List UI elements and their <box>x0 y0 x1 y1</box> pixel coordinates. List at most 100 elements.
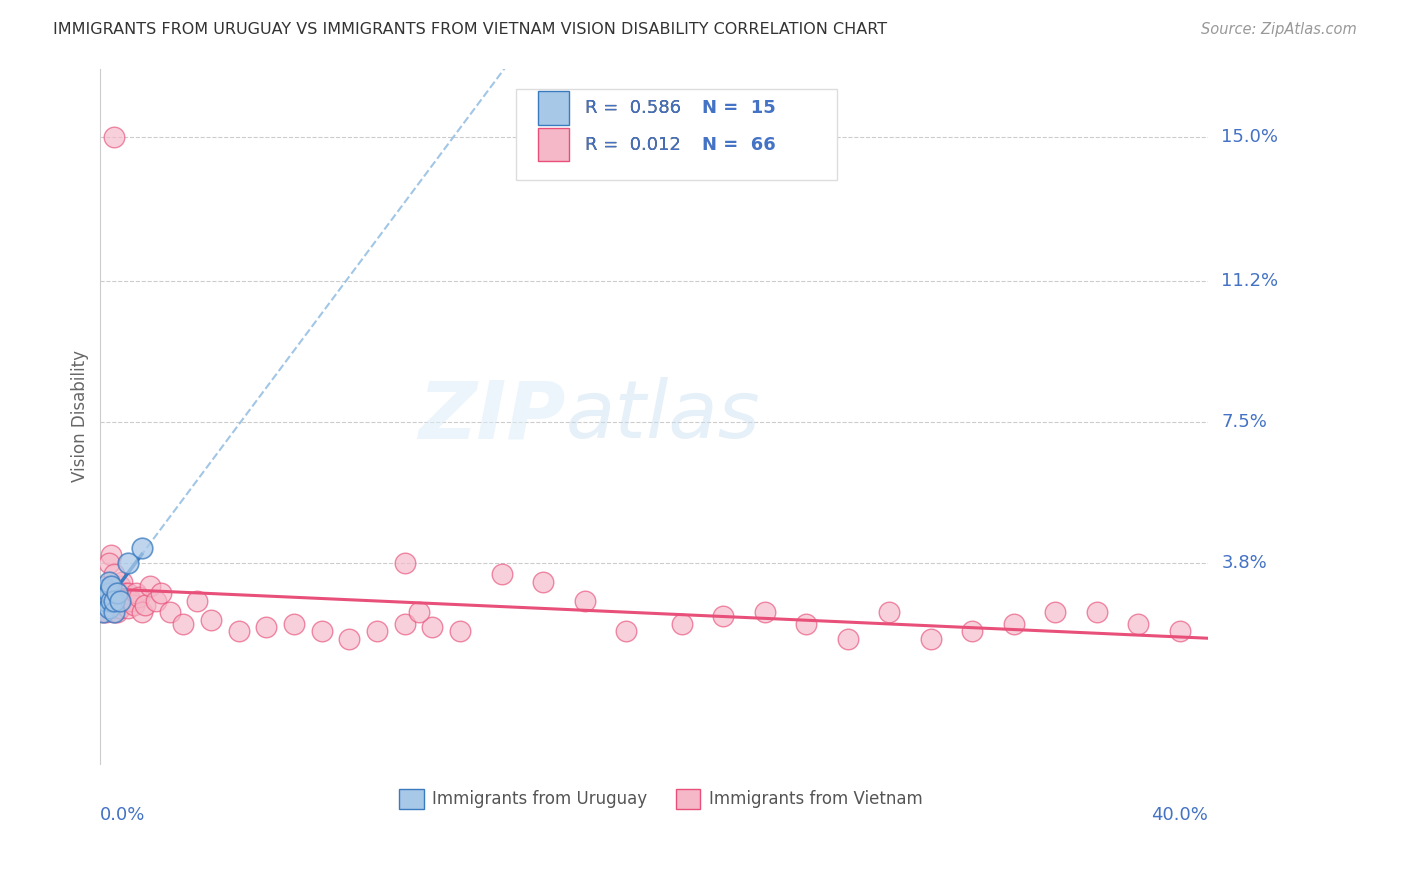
Point <box>311 624 333 639</box>
Point <box>103 130 125 145</box>
Text: 3.8%: 3.8% <box>1222 554 1267 572</box>
Point <box>150 586 173 600</box>
Point <box>111 594 134 608</box>
Point <box>103 567 125 582</box>
Text: Immigrants from Vietnam: Immigrants from Vietnam <box>709 790 922 808</box>
Point <box>283 616 305 631</box>
Point <box>91 605 114 619</box>
Point <box>614 624 637 639</box>
Point <box>920 632 942 646</box>
Bar <box>537 128 568 161</box>
Point <box>128 590 150 604</box>
Point <box>837 632 859 646</box>
Point <box>100 594 122 608</box>
Text: Immigrants from Uruguay: Immigrants from Uruguay <box>433 790 648 808</box>
Point <box>200 613 222 627</box>
Point <box>159 605 181 619</box>
Point <box>97 590 120 604</box>
Text: R =  0.586: R = 0.586 <box>585 99 682 117</box>
Text: 0.0%: 0.0% <box>100 806 146 824</box>
Point <box>131 605 153 619</box>
Point <box>114 586 136 600</box>
Point <box>97 586 120 600</box>
Text: atlas: atlas <box>565 377 761 456</box>
Point <box>366 624 388 639</box>
Point <box>531 574 554 589</box>
Point <box>574 594 596 608</box>
Point <box>94 578 117 592</box>
Point <box>97 601 120 615</box>
Bar <box>537 91 568 125</box>
Point <box>117 586 139 600</box>
Text: R =  0.012: R = 0.012 <box>585 136 681 153</box>
Text: R =  0.012: R = 0.012 <box>585 136 681 153</box>
Point <box>122 598 145 612</box>
Bar <box>399 789 423 810</box>
Point <box>105 605 128 619</box>
Text: Source: ZipAtlas.com: Source: ZipAtlas.com <box>1201 22 1357 37</box>
Point <box>91 594 114 608</box>
Text: 40.0%: 40.0% <box>1150 806 1208 824</box>
Point <box>1045 605 1067 619</box>
Point <box>228 624 250 639</box>
Point <box>94 586 117 600</box>
Point <box>671 616 693 631</box>
Point <box>94 586 117 600</box>
Point <box>339 632 361 646</box>
Point <box>491 567 513 582</box>
Y-axis label: Vision Disability: Vision Disability <box>72 351 89 483</box>
Point <box>100 594 122 608</box>
Point <box>254 620 277 634</box>
Point <box>111 574 134 589</box>
Text: R =  0.586: R = 0.586 <box>585 99 682 117</box>
Text: 11.2%: 11.2% <box>1222 272 1278 291</box>
Point <box>105 586 128 600</box>
Text: IMMIGRANTS FROM URUGUAY VS IMMIGRANTS FROM VIETNAM VISION DISABILITY CORRELATION: IMMIGRANTS FROM URUGUAY VS IMMIGRANTS FR… <box>53 22 887 37</box>
Point <box>103 605 125 619</box>
Point <box>91 605 114 619</box>
Point <box>94 605 117 619</box>
Point <box>94 582 117 597</box>
Point <box>394 616 416 631</box>
Point <box>422 620 444 634</box>
Point <box>186 594 208 608</box>
Point <box>711 609 734 624</box>
Point <box>100 548 122 562</box>
Point <box>100 582 122 597</box>
Point <box>134 598 156 612</box>
Point <box>172 616 194 631</box>
Bar <box>676 789 700 810</box>
FancyBboxPatch shape <box>516 89 837 180</box>
Point <box>960 624 983 639</box>
Point <box>120 594 142 608</box>
Text: ZIP: ZIP <box>418 377 565 456</box>
Point <box>139 578 162 592</box>
Text: 7.5%: 7.5% <box>1222 413 1267 431</box>
Point <box>449 624 471 639</box>
Text: 15.0%: 15.0% <box>1222 128 1278 146</box>
Point <box>794 616 817 631</box>
Point <box>145 594 167 608</box>
Point <box>408 605 430 619</box>
Point <box>108 594 131 608</box>
Point <box>108 601 131 615</box>
Point <box>94 594 117 608</box>
Point <box>117 556 139 570</box>
Point <box>1168 624 1191 639</box>
Point <box>97 556 120 570</box>
Text: N =  66: N = 66 <box>702 136 775 153</box>
Point <box>108 578 131 592</box>
Point <box>100 578 122 592</box>
Point <box>754 605 776 619</box>
Point <box>103 605 125 619</box>
Point <box>97 601 120 615</box>
Point <box>125 586 148 600</box>
Point <box>103 594 125 608</box>
Point <box>131 541 153 555</box>
Point <box>1085 605 1108 619</box>
Point <box>105 586 128 600</box>
Point <box>105 586 128 600</box>
Point <box>103 598 125 612</box>
Point <box>877 605 900 619</box>
Point <box>1002 616 1025 631</box>
